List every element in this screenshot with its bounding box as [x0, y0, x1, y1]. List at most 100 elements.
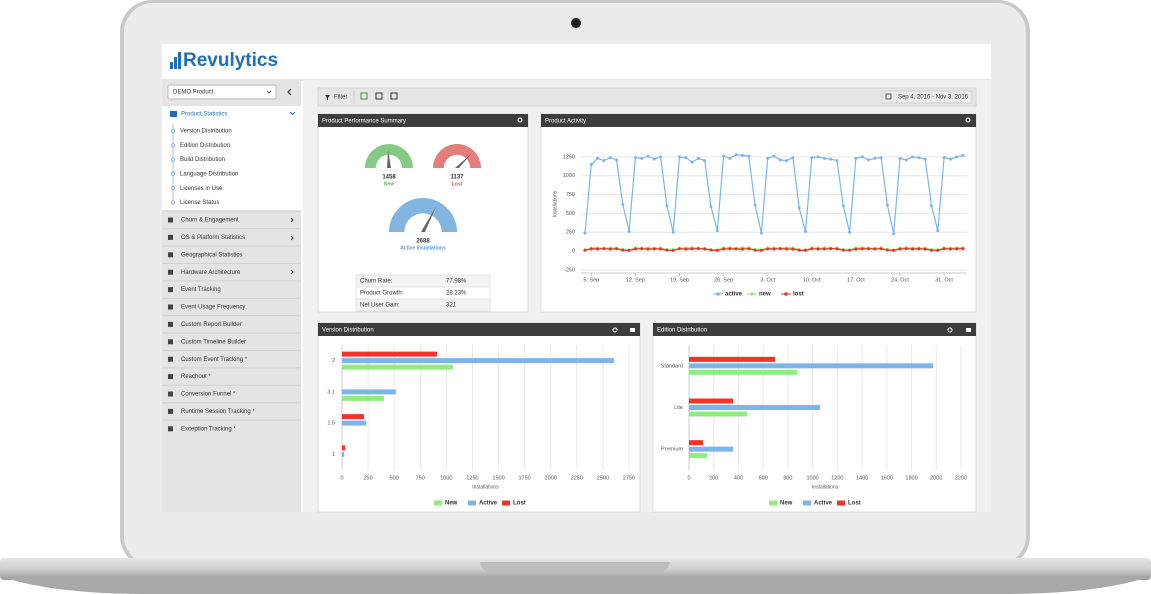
- legend-label[interactable]: active: [725, 292, 743, 298]
- point: [646, 247, 650, 251]
- point: [854, 156, 858, 160]
- point: [665, 248, 669, 252]
- legend-label[interactable]: Active: [814, 501, 833, 507]
- submenu-item[interactable]: Language Distribution: [180, 171, 238, 177]
- gauge-arc: [433, 144, 481, 168]
- menu-item[interactable]: Custom Event Tracking *: [181, 357, 248, 363]
- stats-label: Churn Rate:: [360, 279, 393, 285]
- bar: [342, 420, 367, 426]
- calendar-icons[interactable]: [360, 92, 398, 100]
- point: [785, 247, 789, 251]
- y-tick-label: 500: [566, 211, 575, 217]
- menu-item[interactable]: Conversion Funnel *: [181, 392, 236, 398]
- filter-button[interactable]: Filter: [334, 95, 347, 101]
- sidebar-section[interactable]: Product Statistics: [181, 112, 227, 118]
- x-tick-label: 400: [734, 475, 743, 481]
- point: [766, 156, 770, 160]
- collapse-button[interactable]: [287, 88, 292, 96]
- menu-icon: [168, 217, 173, 223]
- point: [772, 154, 776, 158]
- legend-label[interactable]: lost: [793, 292, 804, 298]
- legend-marker: [784, 292, 788, 296]
- point: [640, 156, 644, 160]
- legend-swatch: [803, 500, 811, 506]
- point: [602, 247, 606, 251]
- x-tick-label: 2000: [930, 475, 942, 481]
- menu-item[interactable]: Reachout *: [181, 374, 211, 380]
- menu-item[interactable]: Runtime Session Tracking *: [181, 409, 255, 415]
- menu-item[interactable]: Hardware Architecture: [181, 270, 241, 276]
- x-axis-label: Installations: [812, 484, 839, 490]
- point: [835, 247, 839, 251]
- product-select[interactable]: [167, 84, 277, 100]
- y-tick-label: 3.1: [327, 389, 335, 395]
- menu-item[interactable]: Churn & Engagement: [181, 218, 239, 224]
- submenu-dot: [170, 128, 176, 134]
- menu-item[interactable]: Event Usage Frequency: [181, 305, 245, 311]
- submenu-item[interactable]: Version Distribution: [180, 129, 232, 135]
- legend-label[interactable]: New: [445, 501, 458, 507]
- date-range-box[interactable]: [881, 90, 973, 104]
- menu-item[interactable]: Custom Report Builder: [181, 322, 242, 328]
- gauge-needle: [455, 153, 472, 168]
- point: [741, 153, 744, 157]
- legend-label[interactable]: Lost: [513, 501, 526, 507]
- gauge-arc: [365, 144, 413, 168]
- point: [816, 247, 820, 251]
- submenu-item[interactable]: Edition Distribution: [180, 143, 230, 149]
- x-tick-label: 31. Oct: [935, 277, 953, 283]
- toolbar: [317, 87, 977, 107]
- sidebar-expanded: [162, 106, 301, 210]
- gauge-label: Lost: [452, 181, 463, 187]
- point: [917, 247, 921, 251]
- submenu-item[interactable]: Licenses in Use: [180, 186, 223, 192]
- submenu-chevrons: [290, 217, 294, 275]
- point: [722, 247, 726, 251]
- point: [621, 202, 625, 206]
- point: [785, 159, 789, 163]
- point: [797, 248, 801, 252]
- point: [608, 247, 612, 251]
- chart-panels: [317, 113, 977, 513]
- submenu-item[interactable]: License Status: [180, 200, 219, 206]
- point: [671, 230, 675, 234]
- point: [885, 248, 889, 252]
- point: [778, 247, 782, 251]
- x-tick-label: 1750: [519, 475, 531, 481]
- legend-label[interactable]: new: [759, 292, 771, 298]
- x-tick-label: 1000: [440, 475, 452, 481]
- y-tick-label: 1250: [563, 154, 575, 160]
- menu-icon: [168, 408, 173, 414]
- submenu-dot: [170, 200, 176, 205]
- point: [948, 157, 952, 161]
- bar: [342, 351, 437, 357]
- menu-item[interactable]: Exception Tracking *: [181, 426, 236, 432]
- bar: [342, 395, 384, 401]
- point: [961, 247, 965, 251]
- legend-label[interactable]: Lost: [848, 501, 861, 507]
- submenu-item[interactable]: Build Distribution: [180, 157, 225, 163]
- legend-label[interactable]: Active: [479, 501, 498, 507]
- bar: [689, 356, 776, 362]
- bar: [689, 405, 821, 410]
- point: [589, 162, 593, 166]
- menu-item[interactable]: Geographical Statistics: [181, 252, 242, 258]
- legend-label[interactable]: New: [780, 501, 793, 507]
- bar: [689, 440, 703, 446]
- point: [936, 248, 940, 252]
- base-bottom: [0, 576, 1151, 594]
- x-tick-label: 2500: [597, 475, 609, 481]
- stats-label: Net User Gain:: [360, 303, 400, 309]
- x-tick-label: 1400: [856, 475, 868, 481]
- camera: [571, 18, 581, 28]
- menu-item[interactable]: Custom Timeline Builder: [181, 339, 246, 345]
- menu-item[interactable]: OS & Platform Statistics: [181, 235, 245, 241]
- x-tick-label: 12. Sep: [626, 277, 645, 283]
- bar: [342, 358, 614, 364]
- point: [659, 247, 663, 251]
- menu-item[interactable]: Event Tracking: [181, 287, 221, 293]
- legend-marker: [750, 292, 754, 296]
- point: [627, 230, 631, 234]
- point: [810, 247, 814, 251]
- point: [678, 155, 681, 159]
